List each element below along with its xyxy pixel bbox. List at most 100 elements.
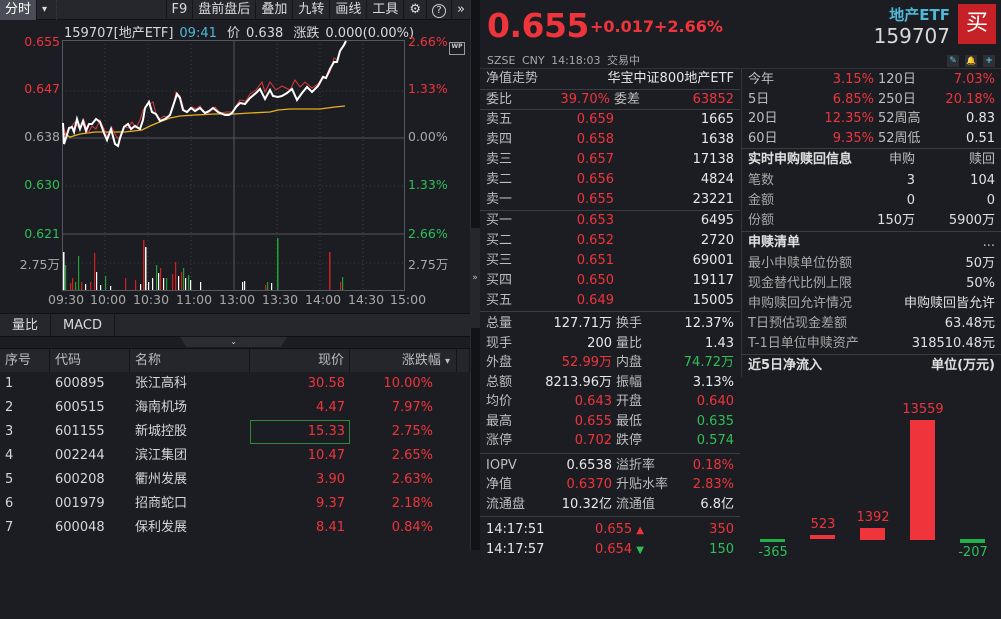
help-icon[interactable]: ? xyxy=(426,0,451,20)
intraday-chart[interactable]: 159707[地产ETF] 09:41 价 0.638 涨跌 0.000(0.00%)… xyxy=(0,20,470,310)
ask-row[interactable]: 卖一 0.655 23221 xyxy=(480,190,740,210)
expand-chevron-icon[interactable]: ⌄ xyxy=(180,337,287,347)
row-price-selected: 15.33 xyxy=(250,420,350,444)
row-price: 4.47 xyxy=(316,400,345,415)
sr-label: 金额 xyxy=(748,193,775,208)
draw-line-button[interactable]: 画线 xyxy=(329,0,366,20)
tick-price-wrap: 0.654 ▼ xyxy=(576,540,644,560)
perf-value: 9.35% xyxy=(832,130,874,146)
f9-button[interactable]: F9 xyxy=(165,0,193,20)
wp-monitor-icon[interactable]: WP xyxy=(449,42,465,55)
tools-button[interactable]: 工具 xyxy=(366,0,403,20)
stat-label: 涨停 xyxy=(486,433,513,448)
bid-row[interactable]: 买四 0.650 19117 xyxy=(480,271,740,291)
bid-row[interactable]: 买一 0.653 6495 xyxy=(480,211,740,231)
more-dots-icon[interactable]: ... xyxy=(982,235,995,250)
bid-label: 买五 xyxy=(486,293,513,308)
add-plus-icon[interactable]: + xyxy=(983,55,995,67)
header-code[interactable]: 代码 xyxy=(50,349,130,372)
sr-redeem: 5900万 xyxy=(948,213,995,228)
buy-button[interactable]: 买 xyxy=(958,4,996,44)
etf-value: 6.8亿 xyxy=(700,496,734,512)
stat-label: 跌停 xyxy=(616,433,643,448)
flow-title: 近5日净流入 xyxy=(748,358,823,373)
stat-value: 12.37% xyxy=(684,316,734,331)
table-row[interactable]: 2 600515 海南机场 4.47 7.97% xyxy=(0,396,470,420)
help-circle-icon: ? xyxy=(432,3,447,18)
weibi-value: 39.70% xyxy=(560,92,610,107)
currency: CNY xyxy=(521,54,545,67)
row-index: 1 xyxy=(5,376,14,391)
stats: 总量 127.71万 换手 12.37% 现手 200 量比 1.43 外盘 52.99万 内盘… xyxy=(480,311,740,453)
stat-value: 200 xyxy=(587,335,612,351)
bid-row[interactable]: 买五 0.649 15005 xyxy=(480,291,740,311)
ask-price: 0.656 xyxy=(576,172,614,187)
etf-value: 0.6370 xyxy=(566,477,613,492)
stat-value: 3.13% xyxy=(692,374,734,390)
ask-price: 0.655 xyxy=(576,192,614,207)
perf-value: 7.03% xyxy=(953,72,995,87)
subscription-redemption: 实时申购赎回信息 申购 赎回 笔数 3 104 金额 0 0 份额 150万 5900万 xyxy=(742,148,1001,231)
period-dropdown-icon[interactable]: ▾ xyxy=(36,0,52,20)
sr-col-redeem: 赎回 xyxy=(968,152,995,167)
settings-gear-icon[interactable]: ⚙ xyxy=(403,0,426,20)
table-row[interactable]: 6 001979 招商蛇口 9.37 2.18% xyxy=(0,492,470,516)
edit-pencil-icon[interactable]: ✎ xyxy=(947,55,959,67)
ask-row[interactable]: 卖二 0.656 4824 xyxy=(480,170,740,190)
header-price[interactable]: 现价 xyxy=(250,349,350,372)
flow-bar xyxy=(910,420,935,540)
row-name: 滨江集团 xyxy=(135,448,188,463)
table-row[interactable]: 3 601155 新城控股 15.33 2.75% xyxy=(0,420,470,444)
bid-row[interactable]: 买三 0.651 69001 xyxy=(480,251,740,271)
ask-row[interactable]: 卖三 0.657 17138 xyxy=(480,150,740,170)
ask-row[interactable]: 卖四 0.658 1638 xyxy=(480,130,740,150)
header-name[interactable]: 名称 xyxy=(130,349,250,372)
collapse-chevron-icon[interactable]: » xyxy=(470,228,480,328)
list-label: T-1日单位申赎资产 xyxy=(748,336,859,351)
table-row[interactable]: 1 600895 张江高科 30.58 10.00% xyxy=(0,372,470,396)
period-tab-intraday[interactable]: 分时 xyxy=(0,0,37,20)
table-row[interactable]: 5 600208 衢州发展 3.90 2.63% xyxy=(0,468,470,492)
overlay-button[interactable]: 叠加 xyxy=(255,0,292,20)
list-row: T日预估现金差额 63.48元 xyxy=(742,314,1001,334)
tab-volume-ratio[interactable]: 量比 xyxy=(0,314,52,336)
tab-macd[interactable]: MACD xyxy=(51,314,115,336)
more-chevron-icon[interactable]: » xyxy=(451,0,470,20)
list-row: 最小申赎单位份额 50万 xyxy=(742,254,1001,274)
ask-row[interactable]: 卖五 0.659 1665 xyxy=(480,110,740,130)
flow-header: 近5日净流入 单位(万元) xyxy=(742,355,1001,377)
header-index[interactable]: 序号 xyxy=(0,349,50,372)
alert-bell-icon[interactable]: 🔔 xyxy=(965,55,977,67)
row-name: 保利发展 xyxy=(135,520,188,535)
ask-label: 卖四 xyxy=(486,132,513,147)
header-change-pct[interactable]: 涨跌幅 ▾ xyxy=(350,349,457,372)
etf-label: 升贴水率 xyxy=(616,477,669,492)
y-label-left: 0.621 xyxy=(24,226,60,241)
stat-value: 0.640 xyxy=(696,394,734,409)
row-name: 海南机场 xyxy=(135,400,188,415)
stat-label: 最高 xyxy=(486,413,513,429)
flow-bar-negative xyxy=(760,539,785,542)
weicha-label: 委差 xyxy=(614,92,641,107)
perf-label: 5日 xyxy=(748,91,770,107)
bid-row[interactable]: 买二 0.652 2720 xyxy=(480,231,740,251)
x-label: 13:30 xyxy=(262,292,299,307)
perf-label: 52周高 xyxy=(878,111,921,126)
nav-trend-link[interactable]: 净值走势 xyxy=(486,71,539,86)
nav-row[interactable]: 净值走势 华宝中证800地产ETF xyxy=(480,69,740,89)
tick-time: 14:17:57 xyxy=(486,542,545,557)
stat-value: 127.71万 xyxy=(553,316,613,331)
stat-label: 总量 xyxy=(486,316,513,331)
etf-stats: IOPV 0.6538 溢折率 0.18% 净值 0.6370 升贴水率 2.83% 流通盘… xyxy=(480,452,740,517)
etf-row: IOPV 0.6538 溢折率 0.18% xyxy=(480,456,740,476)
up-arrow-icon: ▲ xyxy=(636,525,644,536)
nine-turn-button[interactable]: 九转 xyxy=(292,0,329,20)
row-price: 30.58 xyxy=(307,376,345,391)
premarket-button[interactable]: 盘前盘后 xyxy=(192,0,255,20)
sr-row: 笔数 3 104 xyxy=(742,171,1001,191)
table-row[interactable]: 7 600048 保利发展 8.41 0.84% xyxy=(0,516,470,540)
intraday-panel: 分时 ▾ F9 盘前盘后 叠加 九转 画线 工具 ⚙ ? » 159707[地产… xyxy=(0,0,470,550)
table-row[interactable]: 4 002244 滨江集团 10.47 2.65% xyxy=(0,444,470,468)
ask-volume: 1665 xyxy=(700,112,734,127)
bids: 买一 0.653 6495 买二 0.652 2720 买三 0.651 69001 买四 0… xyxy=(480,210,740,311)
